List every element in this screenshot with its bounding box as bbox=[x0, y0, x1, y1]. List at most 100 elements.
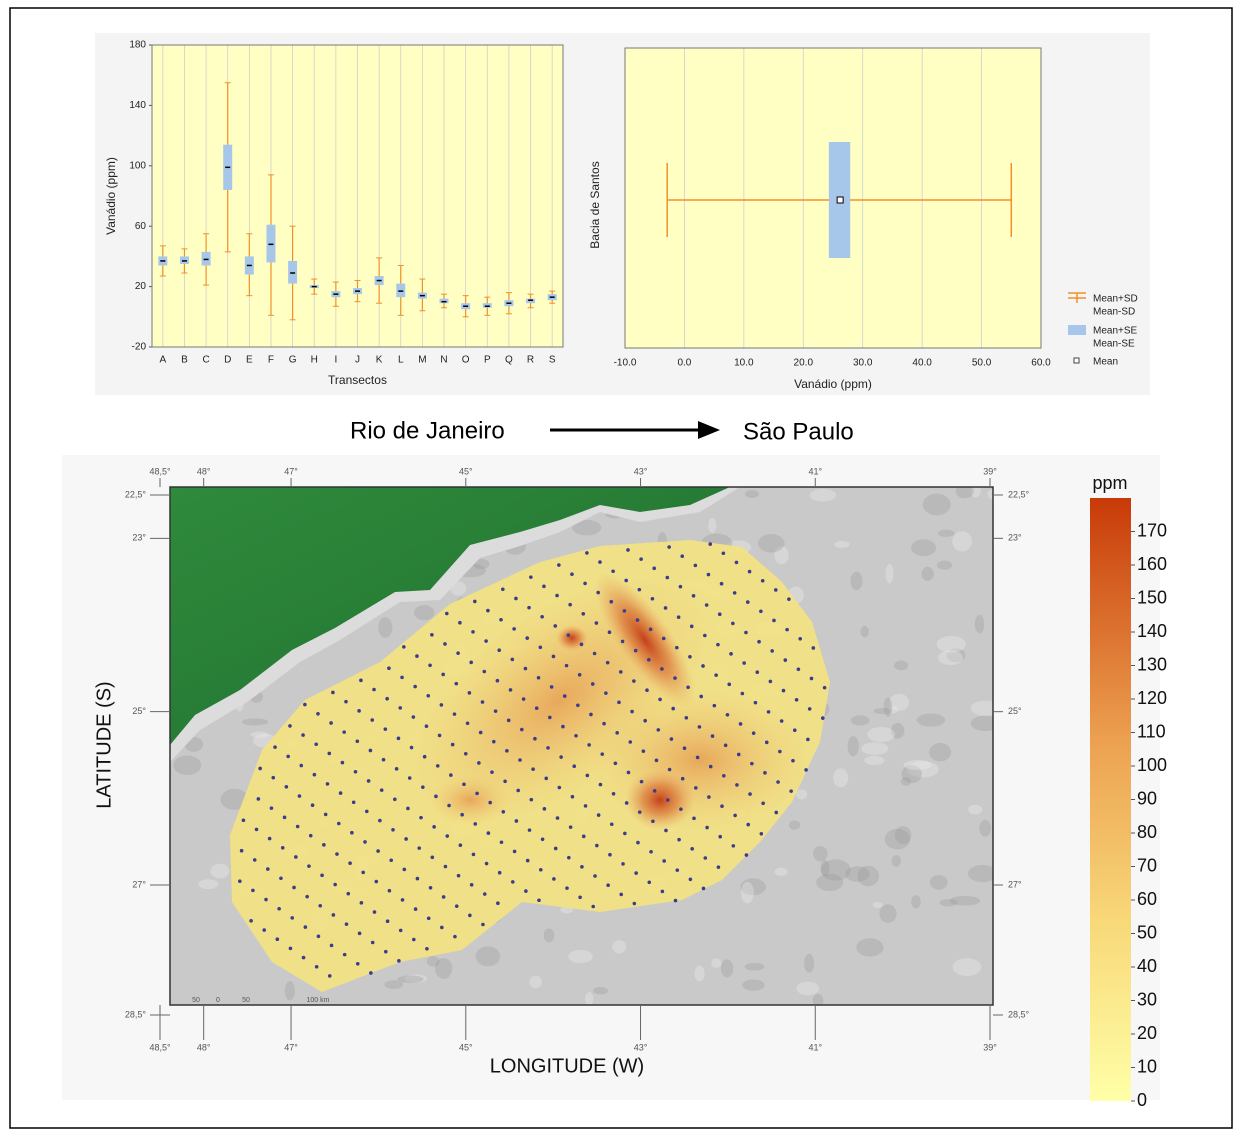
station bbox=[378, 819, 382, 823]
station bbox=[520, 728, 524, 732]
station bbox=[610, 822, 614, 826]
lat-tick-label: 27° bbox=[1008, 879, 1022, 889]
legend-label: Mean+SE bbox=[1093, 326, 1138, 337]
station bbox=[372, 688, 376, 692]
x-axis-label: Transectos bbox=[328, 373, 387, 387]
station bbox=[324, 813, 328, 817]
station bbox=[348, 861, 352, 865]
station bbox=[674, 899, 678, 903]
relief-spot bbox=[938, 650, 963, 665]
station bbox=[694, 786, 698, 790]
station bbox=[485, 862, 489, 866]
station bbox=[462, 782, 466, 786]
relief-spot bbox=[711, 958, 721, 967]
station bbox=[580, 643, 584, 647]
se-box bbox=[180, 256, 189, 264]
station bbox=[667, 545, 671, 549]
station bbox=[733, 814, 737, 818]
station bbox=[403, 868, 407, 872]
relief-spot bbox=[873, 902, 883, 908]
station bbox=[552, 655, 556, 659]
station bbox=[301, 733, 305, 737]
station bbox=[726, 713, 730, 717]
station bbox=[774, 588, 778, 592]
station bbox=[636, 841, 640, 845]
station bbox=[619, 670, 623, 674]
colorbar-tick-label: 80 bbox=[1137, 822, 1157, 842]
station bbox=[421, 785, 425, 789]
station bbox=[748, 570, 752, 574]
relief-spot bbox=[894, 660, 908, 670]
station bbox=[382, 758, 386, 762]
station bbox=[593, 652, 597, 656]
relief-spot bbox=[529, 976, 542, 989]
station bbox=[679, 585, 683, 589]
station bbox=[331, 691, 335, 695]
lon-tick-label: 43° bbox=[634, 466, 648, 476]
station bbox=[604, 691, 608, 695]
station bbox=[526, 859, 530, 863]
relief-spot bbox=[848, 736, 859, 756]
anomaly bbox=[625, 770, 695, 830]
station bbox=[804, 768, 808, 772]
station bbox=[292, 886, 296, 890]
station bbox=[677, 838, 681, 842]
station bbox=[679, 807, 683, 811]
station bbox=[305, 895, 309, 899]
station bbox=[808, 707, 812, 711]
station bbox=[685, 716, 689, 720]
station bbox=[742, 661, 746, 665]
relief-spot bbox=[708, 518, 716, 533]
station bbox=[750, 762, 754, 766]
route-from: Rio de Janeiro bbox=[350, 417, 505, 444]
lon-tick-label: 47° bbox=[284, 1042, 298, 1052]
station bbox=[304, 925, 308, 929]
station bbox=[360, 901, 364, 905]
station bbox=[724, 743, 728, 747]
lat-tick-label: 27° bbox=[132, 879, 146, 889]
station bbox=[328, 974, 332, 978]
station bbox=[720, 804, 724, 808]
station bbox=[369, 749, 373, 753]
station bbox=[692, 817, 696, 821]
station bbox=[651, 819, 655, 823]
station bbox=[445, 834, 449, 838]
station bbox=[273, 745, 277, 749]
relief-spot bbox=[850, 572, 862, 590]
station bbox=[797, 667, 801, 671]
station bbox=[281, 846, 285, 850]
station bbox=[661, 890, 665, 894]
x-tick-label: J bbox=[355, 355, 360, 366]
x-tick-label: A bbox=[159, 355, 166, 366]
lon-tick-label: 41° bbox=[808, 466, 822, 476]
station bbox=[496, 901, 500, 905]
station bbox=[785, 628, 789, 632]
station bbox=[681, 777, 685, 781]
x-tick-label: D bbox=[224, 355, 231, 366]
station bbox=[765, 741, 769, 745]
station bbox=[707, 795, 711, 799]
station bbox=[772, 619, 776, 623]
station bbox=[509, 688, 513, 692]
station bbox=[563, 694, 567, 698]
station bbox=[544, 777, 548, 781]
station bbox=[628, 740, 632, 744]
station bbox=[431, 856, 435, 860]
station bbox=[606, 661, 610, 665]
station bbox=[647, 880, 651, 884]
station bbox=[401, 898, 405, 902]
station bbox=[471, 630, 475, 634]
station bbox=[434, 795, 438, 799]
station bbox=[464, 752, 468, 756]
relief-spot bbox=[937, 560, 952, 569]
station bbox=[376, 849, 380, 853]
station bbox=[655, 759, 659, 763]
station bbox=[647, 658, 651, 662]
station bbox=[810, 677, 814, 681]
station bbox=[662, 637, 666, 641]
station bbox=[253, 858, 257, 862]
station bbox=[271, 776, 275, 780]
colorbar-tick-label: 20 bbox=[1137, 1023, 1157, 1043]
relief-spot bbox=[833, 768, 848, 787]
lon-tick-label: 41° bbox=[808, 1042, 822, 1052]
